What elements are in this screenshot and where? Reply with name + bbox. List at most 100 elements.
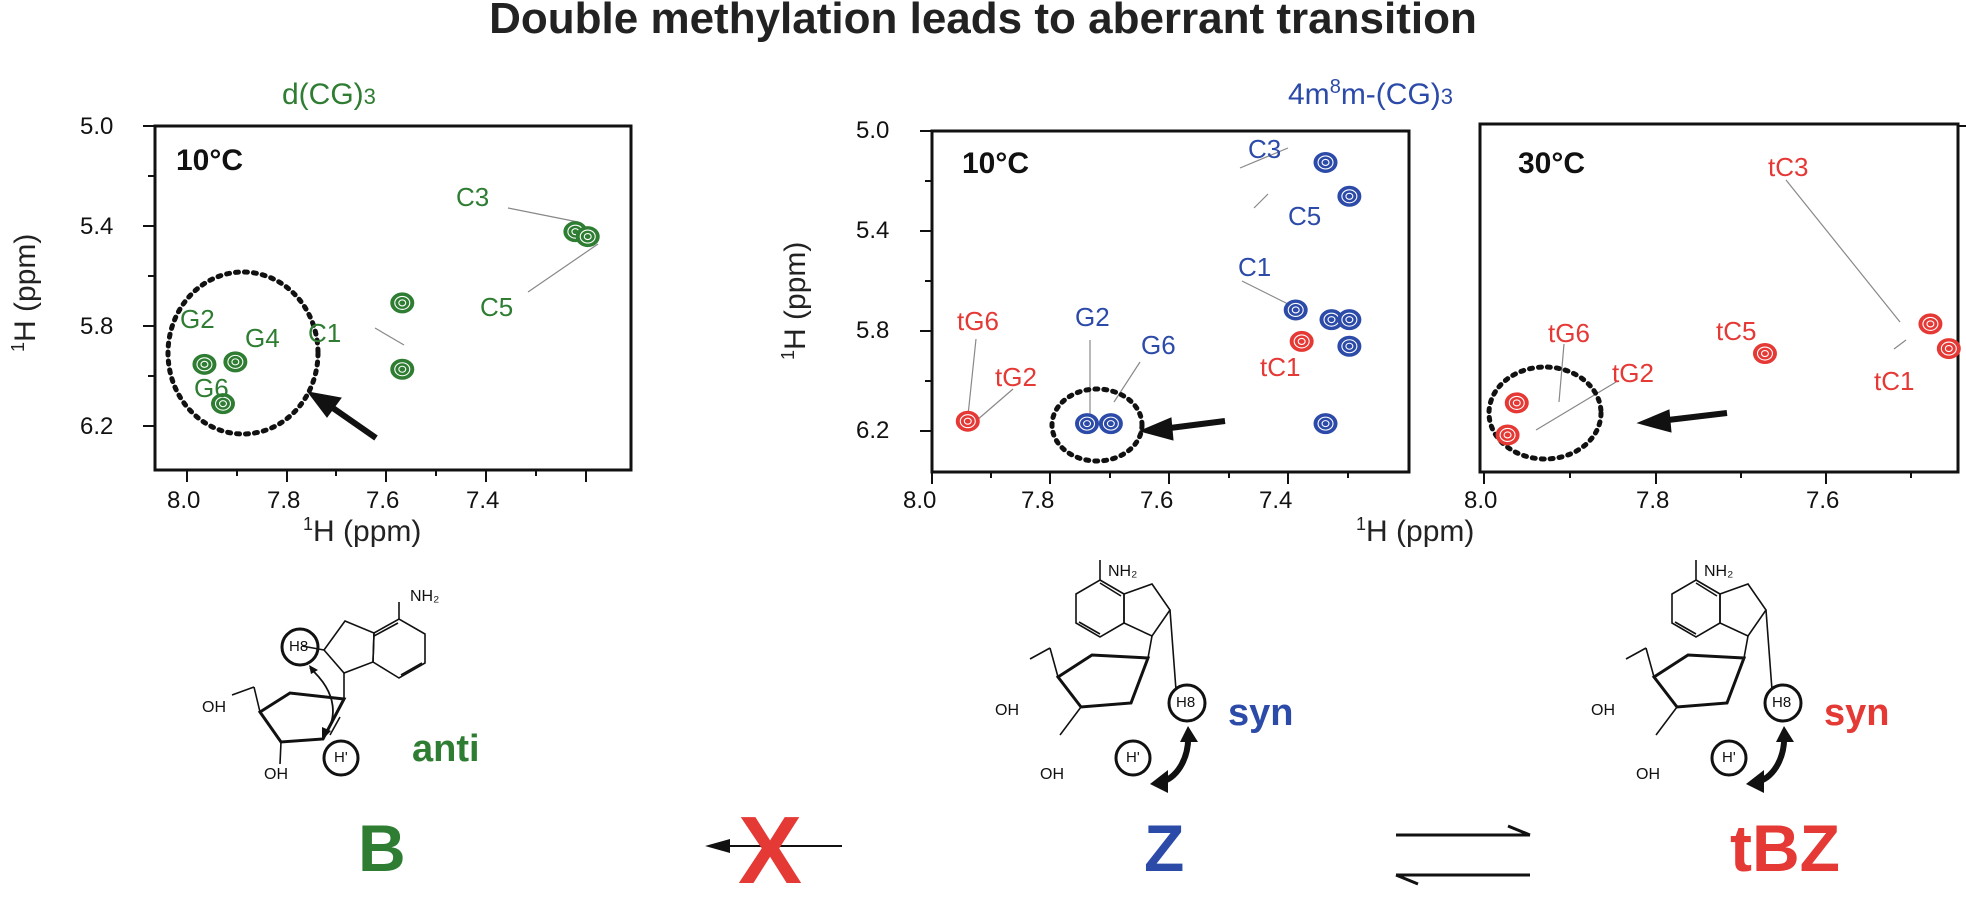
tbz-syn-arrow-head-a xyxy=(1746,770,1764,793)
nmr-peak-contour xyxy=(211,393,235,415)
tbz-oh-3-label: OH xyxy=(1636,766,1660,783)
nmr-peak-contour xyxy=(1345,342,1354,350)
dcg-subtitle-sub: 3 xyxy=(363,84,376,109)
mcg-subtitle-sub: 3 xyxy=(1440,84,1454,109)
nmr-peak-contour xyxy=(219,400,228,408)
b-noe-arrow-curve xyxy=(309,667,334,734)
nmr-peak-contour xyxy=(1936,338,1961,360)
nmr-peak-contour xyxy=(1512,399,1521,407)
temperature-label-mid: 10°C xyxy=(962,147,1030,180)
b-oh-5-label: OH xyxy=(202,699,226,716)
x-tick-left-7-6: 7.6 xyxy=(366,487,400,514)
left-highlight-ellipse xyxy=(165,269,321,437)
peak-label-c1-left: C1 xyxy=(308,318,342,348)
nmr-peak-contour xyxy=(1341,312,1358,327)
mid-plot-frame xyxy=(930,129,1411,474)
z-hprime-circle xyxy=(1114,739,1152,777)
nmr-peak-contour xyxy=(1508,395,1525,410)
nmr-peak-contour xyxy=(1075,413,1100,435)
nmr-peak-2-0-0 xyxy=(1504,392,1529,414)
x-tick-right-8-0: 8.0 xyxy=(1464,487,1498,514)
nmr-peak-contour xyxy=(1499,427,1516,443)
nmr-peak-contour xyxy=(575,226,600,248)
b-nh2-label: NH₂ xyxy=(410,588,440,605)
peak-label-tg6-mid: tG6 xyxy=(957,306,999,336)
nmr-peak-contour xyxy=(955,410,980,432)
peak-label-c5-left: C5 xyxy=(480,292,514,322)
nmr-peak-contour xyxy=(1345,192,1354,200)
nmr-peak-contour xyxy=(196,357,213,372)
peak-label-g2-left: G2 xyxy=(180,304,215,334)
nmr-peak-1-0-2 xyxy=(1283,299,1308,321)
dcg-subtitle: d(CG)3 xyxy=(282,78,376,112)
z-h8-label: H8 xyxy=(1176,694,1196,711)
b-h8-label: H8 xyxy=(289,638,309,655)
x-tick-mid-7-8: 7.8 xyxy=(1021,487,1055,514)
x-label-left-text: H (ppm) xyxy=(313,515,422,548)
nmr-peak-contour xyxy=(1345,316,1354,324)
peak-label-g6-left: G6 xyxy=(194,373,229,403)
y-tick-left-5-4: 5.4 xyxy=(80,213,114,240)
nmr-peak-contour xyxy=(1503,431,1512,439)
nmr-peak-contour xyxy=(200,360,209,368)
nmr-peak-2-0-3 xyxy=(1918,313,1943,335)
mcg-subtitle-b: m-(CG) xyxy=(1340,78,1441,111)
nmr-peak-contour xyxy=(1752,343,1777,365)
blocked-transition-mark: X xyxy=(738,797,803,904)
b-oh-3-label: OH xyxy=(264,766,288,783)
tbz-h8-circle xyxy=(1763,683,1803,723)
nmr-peak-contour xyxy=(583,233,592,241)
nmr-peak-contour xyxy=(1287,302,1304,318)
nmr-peak-contour xyxy=(1918,313,1943,335)
leader-lines xyxy=(374,147,1907,431)
nmr-peak-contour xyxy=(390,292,415,314)
nmr-peak-0-0-0 xyxy=(192,353,217,375)
nmr-peak-contour xyxy=(1922,316,1939,331)
x-tick-left-7-8: 7.8 xyxy=(267,487,301,514)
nmr-peak-contour xyxy=(1504,392,1529,414)
x-tick-left-7-4: 7.4 xyxy=(466,487,500,514)
b-hprime-label: H' xyxy=(334,749,348,766)
x-tick-mid-7-6: 7.6 xyxy=(1140,487,1174,514)
nmr-peak-contour xyxy=(1341,189,1358,204)
b-hprime-circle xyxy=(322,739,360,777)
x-tick-marks xyxy=(186,470,1912,484)
tbz-oh-5-label: OH xyxy=(1591,702,1615,719)
y-tick-left-5-0: 5.0 xyxy=(80,113,114,140)
nmr-peak-contour xyxy=(963,417,972,425)
z-oh-5-label: OH xyxy=(995,702,1019,719)
nmr-peak-1-0-6 xyxy=(1337,309,1362,331)
y-tick-mid-5-0: 5.0 xyxy=(856,117,890,144)
peak-label-tg2-mid: tG2 xyxy=(995,362,1037,392)
nmr-peak-contour xyxy=(1337,335,1362,357)
peak-label-tc5-right: tC5 xyxy=(1716,316,1757,346)
nmr-peak-1-0-4 xyxy=(1337,185,1362,207)
nmr-peak-contour xyxy=(1321,420,1330,428)
nmr-peak-contour xyxy=(223,351,248,373)
nmr-peak-1-0-7 xyxy=(1337,335,1362,357)
nmr-peak-0-0-6 xyxy=(575,226,600,248)
nmr-peak-contour xyxy=(1341,339,1358,354)
y-tick-left-5-8: 5.8 xyxy=(80,313,114,340)
x-tick-right-7-8: 7.8 xyxy=(1636,487,1670,514)
form-b-label: B xyxy=(358,811,406,885)
y-tick-mid-5-8: 5.8 xyxy=(856,317,890,344)
y-tick-left-6-2: 6.2 xyxy=(80,413,114,440)
nmr-peak-contour xyxy=(231,358,240,366)
z-nh2-label: NH₂ xyxy=(1108,563,1138,580)
z-hprime-label: H' xyxy=(1126,749,1140,766)
nmr-peak-contour xyxy=(959,414,976,429)
nmr-peak-contour xyxy=(1313,151,1338,173)
nmr-peak-contour xyxy=(1495,424,1520,446)
nmr-figure-graphics xyxy=(143,122,1966,886)
nmr-peak-1-1-1 xyxy=(1289,330,1314,352)
tbz-nh2-label: NH₂ xyxy=(1704,563,1734,580)
left-plot-frame xyxy=(153,124,633,472)
nmr-peak-contour xyxy=(1940,341,1957,356)
nmr-peak-contour xyxy=(394,362,411,377)
mcg-subtitle-sup: 8 xyxy=(1329,76,1341,98)
nmr-peak-contour xyxy=(394,295,411,310)
nmr-peak-contour xyxy=(1102,416,1119,431)
right-highlight-ellipse xyxy=(1486,364,1604,462)
nmr-peak-2-0-4 xyxy=(1936,338,1961,360)
